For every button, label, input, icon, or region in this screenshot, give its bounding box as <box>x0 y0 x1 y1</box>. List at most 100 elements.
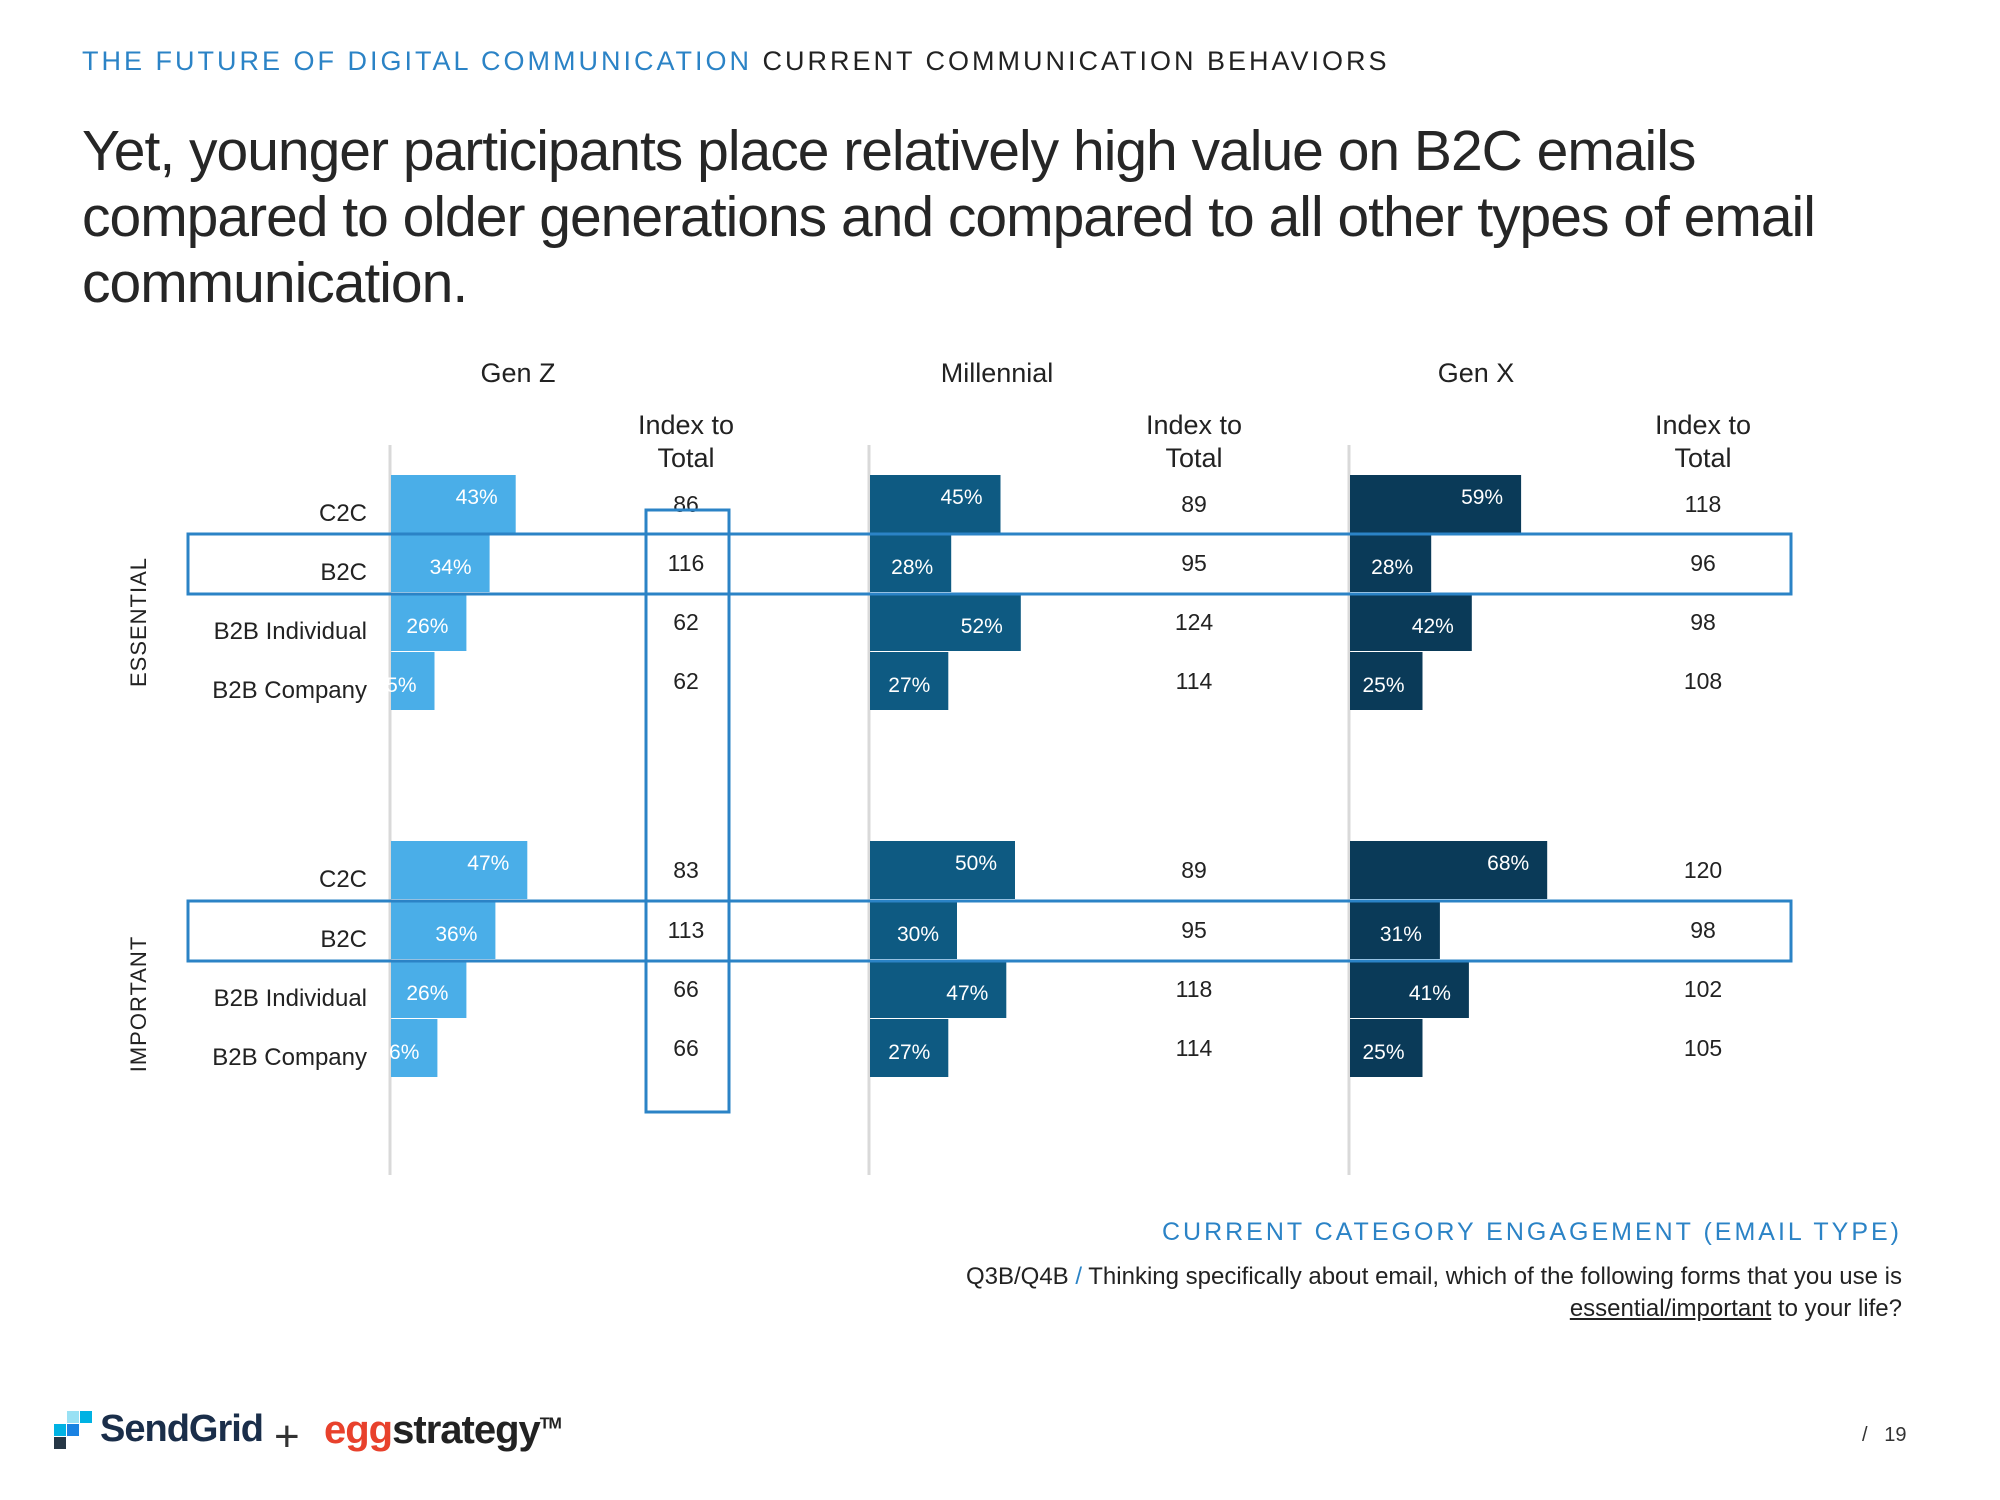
question-end: to your life? <box>1777 1295 1902 1322</box>
index-value: 124 <box>1175 609 1214 635</box>
bar-value-label: 28% <box>1371 556 1413 579</box>
bar <box>1350 1019 1423 1077</box>
bar-value-label: 36% <box>435 923 477 946</box>
index-value: 118 <box>1685 491 1722 517</box>
index-header-line2: Total <box>1674 443 1731 473</box>
category-label: B2B Company <box>212 1044 367 1071</box>
bar <box>391 960 467 1018</box>
series-header: Gen Z <box>480 358 555 388</box>
index-value: 62 <box>673 609 699 635</box>
index-value: 102 <box>1684 976 1722 1002</box>
kicker-section: THE FUTURE OF DIGITAL COMMUNICATION <box>82 46 752 76</box>
bar-value-label: 34% <box>430 556 472 579</box>
bar <box>1350 841 1548 899</box>
bar-value-label: 27% <box>888 674 930 697</box>
eggstrategy-logo: eggstrategyTM <box>324 1408 562 1453</box>
bar <box>1350 593 1472 651</box>
category-label: C2C <box>319 866 367 893</box>
bar <box>391 841 528 899</box>
bar <box>1350 652 1423 710</box>
sendgrid-logo: SendGrid <box>54 1408 264 1451</box>
category-label: B2B Individual <box>214 618 367 645</box>
bar <box>391 593 467 651</box>
series-header: Millennial <box>941 358 1054 388</box>
category-label: B2C <box>320 926 367 953</box>
bar <box>870 841 1015 899</box>
headline: Yet, younger participants place relative… <box>82 119 1816 315</box>
index-value: 105 <box>1684 1035 1722 1061</box>
bar <box>870 960 1007 1018</box>
index-value: 98 <box>1690 917 1716 943</box>
bar-value-label: 42% <box>1412 615 1454 638</box>
bar <box>1350 960 1469 1018</box>
bar <box>870 475 1001 533</box>
index-value: 118 <box>1176 976 1213 1002</box>
index-value: 66 <box>673 1035 699 1061</box>
bar <box>391 534 490 592</box>
bar <box>391 652 435 710</box>
bar <box>391 1019 438 1077</box>
bar <box>870 652 949 710</box>
index-value: 96 <box>1690 550 1716 576</box>
index-value: 86 <box>673 491 699 517</box>
bar-value-label: 50% <box>955 852 997 875</box>
bar-value-label: 26% <box>406 982 448 1005</box>
index-value: 95 <box>1181 550 1207 576</box>
index-header-line1: Index to <box>1146 410 1242 440</box>
index-value: 89 <box>1181 491 1207 517</box>
sendgrid-mark-square <box>54 1436 66 1449</box>
highlight-row-box <box>186 532 1793 596</box>
index-value: 120 <box>1684 857 1722 883</box>
index-header-line1: Index to <box>1655 410 1751 440</box>
bar-value-label: 27% <box>888 1041 930 1064</box>
bar-value-label: 59% <box>1461 486 1503 509</box>
bar <box>1350 534 1432 592</box>
highlight-row-box <box>186 899 1793 963</box>
sendgrid-mark-square <box>67 1423 79 1436</box>
page-slash: / <box>1862 1424 1868 1446</box>
question-slash: / <box>1075 1263 1083 1290</box>
category-label: C2C <box>319 500 367 527</box>
bar <box>870 901 957 959</box>
bar-value-label: 47% <box>467 852 509 875</box>
bar-value-label: 43% <box>456 486 498 509</box>
index-value: 114 <box>1176 668 1213 694</box>
category-label: B2C <box>320 559 367 586</box>
category-label: B2B Individual <box>214 985 367 1012</box>
group-label: ESSENTIAL <box>126 557 151 687</box>
bar <box>870 593 1021 651</box>
bar-value-label: 25% <box>1362 1041 1404 1064</box>
bar-value-label: 41% <box>1409 982 1451 1005</box>
page-number-value: 19 <box>1884 1424 1907 1446</box>
bar <box>1350 475 1522 533</box>
index-value: 89 <box>1181 857 1207 883</box>
sendgrid-mark-square <box>54 1423 66 1436</box>
index-value: 62 <box>673 668 699 694</box>
bar-value-label: 31% <box>1380 923 1422 946</box>
sendgrid-mark-square <box>67 1410 79 1423</box>
group-label: IMPORTANT <box>126 936 151 1073</box>
index-header-line1: Index to <box>638 410 734 440</box>
sendgrid-mark-square <box>80 1410 92 1423</box>
footer-block: CURRENT CATEGORY ENGAGEMENT (EMAIL TYPE)… <box>802 1218 1902 1325</box>
bar-value-label: 68% <box>1487 852 1529 875</box>
index-value: 113 <box>668 917 705 943</box>
kicker-topic: CURRENT COMMUNICATION BEHAVIORS <box>762 46 1390 76</box>
trademark: TM <box>539 1415 562 1433</box>
bar-value-label: 52% <box>961 615 1003 638</box>
index-value: 116 <box>668 550 705 576</box>
bar <box>391 901 496 959</box>
page-number: / 19 <box>1862 1424 1906 1447</box>
bar <box>391 475 516 533</box>
bar-value-label: 26% <box>406 615 448 638</box>
bar <box>870 1019 949 1077</box>
highlight-index-column-box <box>644 508 731 1114</box>
bar <box>1350 901 1440 959</box>
bar <box>870 534 952 592</box>
bar-value-label: 15% <box>374 674 416 697</box>
index-value: 114 <box>1176 1035 1213 1061</box>
series-header: Gen X <box>1438 358 1515 388</box>
strategy-wordmark: strategy <box>392 1408 541 1452</box>
bar-value-label: 28% <box>891 556 933 579</box>
